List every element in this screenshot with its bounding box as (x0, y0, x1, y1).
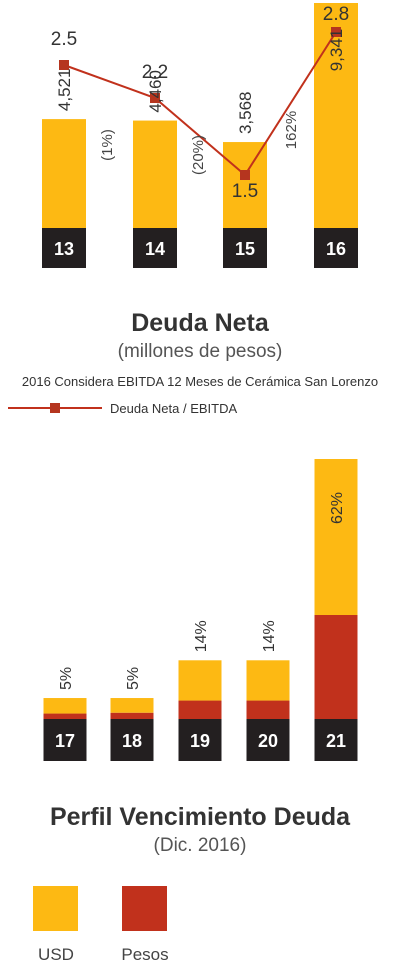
line-legend: Deuda Neta / EBITDA (8, 401, 237, 416)
deuda-bar-14 (133, 120, 177, 228)
usd-bar-19 (178, 660, 222, 701)
maturity-year-box-21 (314, 719, 358, 761)
ratio-marker-13 (59, 60, 69, 70)
legend-pesos-label: Pesos (121, 945, 168, 964)
deuda-bar-13 (42, 119, 86, 228)
vencimiento-bars (43, 459, 358, 761)
maturity-percent-20: 14% (261, 620, 278, 652)
deuda-neta-note: 2016 Considera EBITDA 12 Meses de Cerámi… (22, 374, 378, 389)
change-label-1: (1%) (99, 129, 116, 161)
maturity-year-box-17 (43, 719, 87, 761)
legend-usd-label: USD (38, 945, 74, 964)
line-legend-label: Deuda Neta / EBITDA (110, 401, 237, 416)
year-box-15 (223, 228, 267, 268)
deuda-bar-16 (314, 3, 358, 228)
maturity-year-box-19 (178, 719, 222, 761)
pesos-bar-17 (43, 713, 87, 719)
pesos-bar-20 (246, 700, 290, 719)
year-box-16 (314, 228, 358, 268)
year-label-15: 15 (235, 239, 255, 259)
year-label-16: 16 (326, 239, 346, 259)
deuda-neta-subtitle: (millones de pesos) (118, 341, 283, 362)
maturity-year-box-18 (110, 719, 154, 761)
ratio-label-13: 2.5 (51, 29, 77, 50)
usd-bar-21 (314, 459, 358, 615)
maturity-year-label-20: 20 (258, 731, 278, 751)
vencimiento-subtitle: (Dic. 2016) (154, 835, 247, 856)
usd-bar-20 (246, 660, 290, 701)
maturity-percent-17: 5% (58, 667, 75, 690)
deuda-bar-15 (223, 142, 267, 228)
pesos-bar-18 (110, 712, 154, 719)
maturity-percent-19: 14% (193, 620, 210, 652)
deuda-value-label-13: 4,521 (55, 69, 74, 112)
stack-legend: USD Pesos (33, 886, 169, 964)
change-label-3: 162% (283, 111, 300, 149)
deuda-value-label-16: 9,341 (327, 29, 346, 72)
deuda-value-label-15: 3,568 (236, 92, 255, 135)
vencimiento-title: Perfil Vencimiento Deuda (50, 803, 351, 831)
year-box-13 (42, 228, 86, 268)
pesos-bar-21 (314, 615, 358, 719)
usd-bar-18 (110, 698, 154, 713)
maturity-year-label-19: 19 (190, 731, 210, 751)
pesos-bar-19 (178, 700, 222, 719)
maturity-year-label-18: 18 (122, 731, 142, 751)
ratio-marker-14 (150, 93, 160, 103)
ratio-label-15: 1.5 (232, 181, 258, 202)
ebitda-ratio-line: 2.5 2.2 1.5 2.8 (51, 4, 349, 202)
deuda-neta-labels: 13 4,521 14 4,460 15 3,568 16 9,341 (1%) (20%) 162… (54, 29, 346, 259)
ratio-label-14: 2.2 (142, 62, 168, 83)
ratio-marker-16 (331, 27, 341, 37)
maturity-year-label-21: 21 (326, 731, 346, 751)
change-label-2: (20%) (190, 135, 207, 175)
vencimiento-labels: 17 5% 18 5% 19 14% 20 14% 21 62% (55, 492, 346, 751)
year-box-14 (133, 228, 177, 268)
legend-usd-swatch (33, 886, 78, 931)
year-label-13: 13 (54, 239, 74, 259)
deuda-neta-title: Deuda Neta (131, 309, 270, 337)
year-label-14: 14 (145, 239, 165, 259)
deuda-value-label-14: 4,460 (146, 70, 165, 113)
maturity-year-box-20 (246, 719, 290, 761)
line-legend-marker (50, 403, 60, 413)
ratio-label-16: 2.8 (323, 4, 349, 25)
maturity-percent-21: 62% (329, 492, 346, 524)
maturity-percent-18: 5% (125, 667, 142, 690)
ratio-polyline (63, 31, 337, 177)
ratio-marker-15 (240, 170, 250, 180)
legend-pesos-swatch (122, 886, 167, 931)
usd-bar-17 (43, 698, 87, 714)
deuda-neta-bars (42, 3, 358, 268)
maturity-year-label-17: 17 (55, 731, 75, 751)
